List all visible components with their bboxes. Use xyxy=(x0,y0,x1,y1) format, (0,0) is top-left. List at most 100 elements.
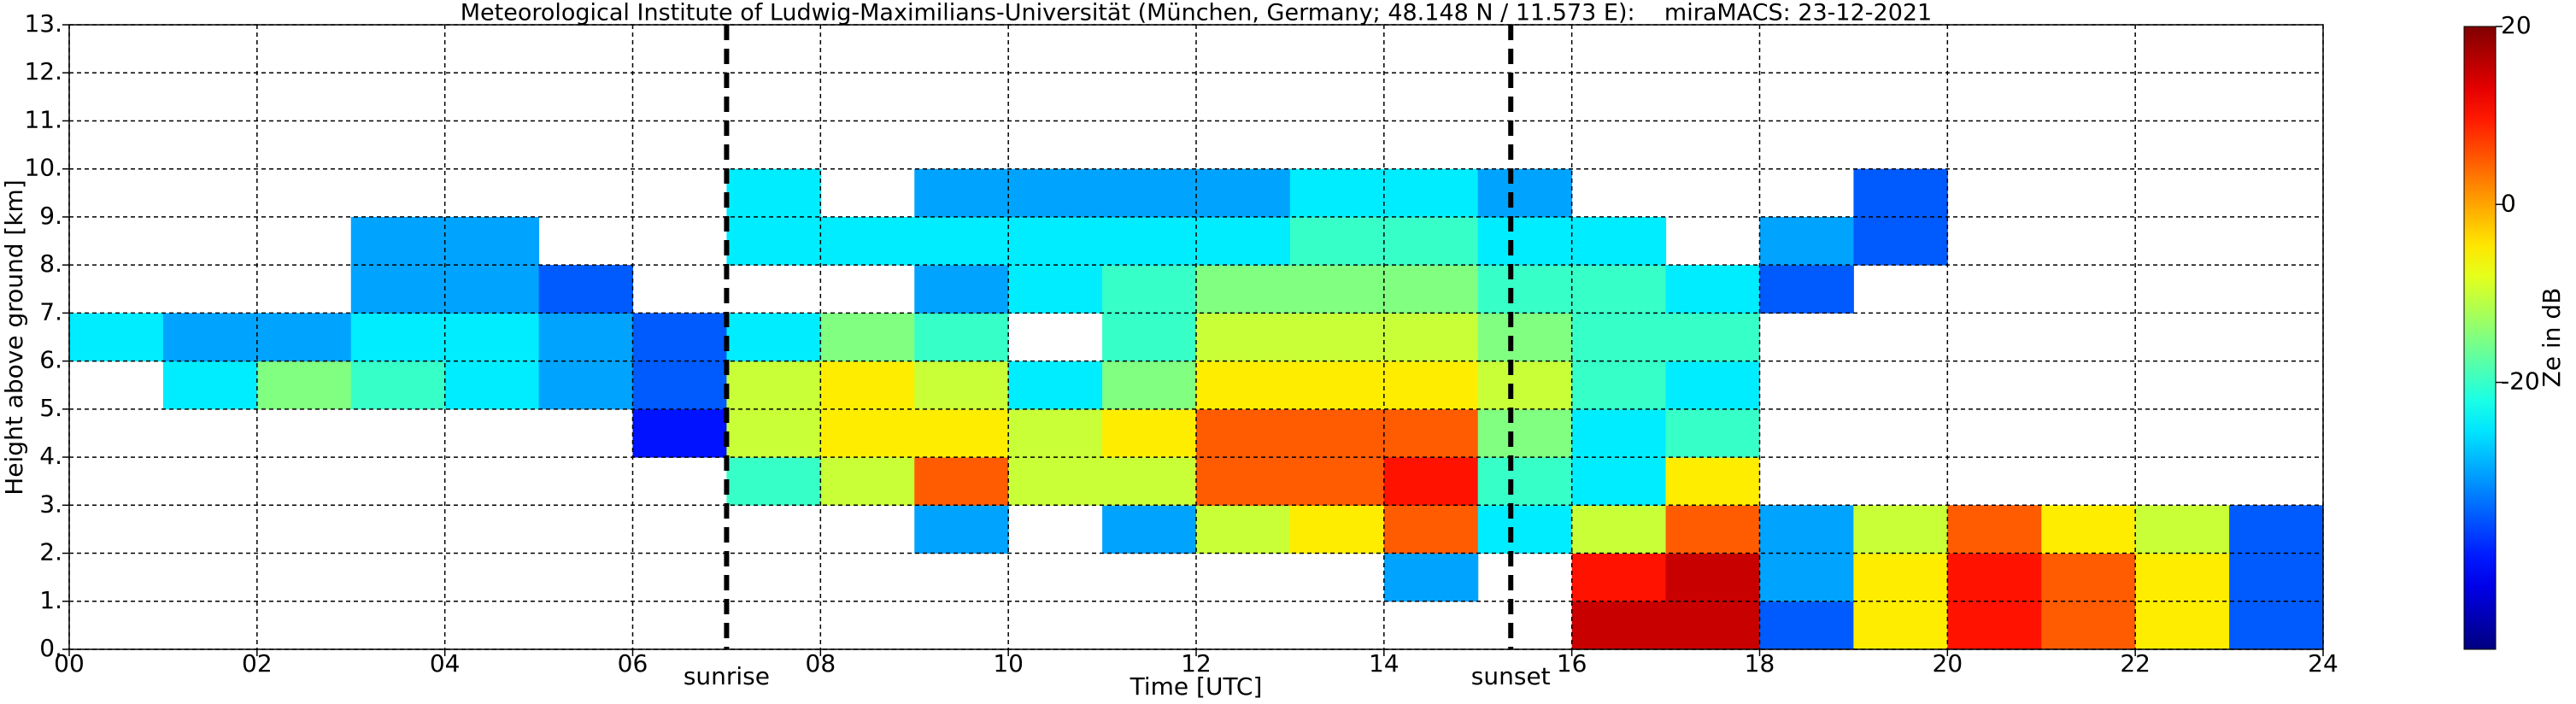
heatmap-cell xyxy=(2041,601,2136,650)
heatmap-cell xyxy=(1665,553,1760,602)
heatmap-cell xyxy=(1571,265,1667,314)
heatmap-cell xyxy=(1571,361,1667,410)
heatmap-cell xyxy=(444,361,540,410)
x-axis-label: Time [UTC] xyxy=(1130,672,1263,701)
heatmap-cell xyxy=(1477,265,1573,314)
heatmap-cell xyxy=(1289,313,1385,362)
colorbar-tick-label: 0 xyxy=(2501,189,2516,217)
heatmap-cell xyxy=(1102,505,1197,554)
heatmap-cell xyxy=(1853,601,1948,650)
heatmap-cell xyxy=(256,361,352,410)
heatmap-cell xyxy=(914,457,1009,506)
heatmap-cell xyxy=(1571,505,1667,554)
heatmap-cell xyxy=(1196,408,1291,458)
heatmap-cell xyxy=(1383,361,1479,410)
heatmap-cell xyxy=(1665,505,1760,554)
heatmap-cell xyxy=(1477,168,1573,218)
heatmap-cell xyxy=(1571,216,1667,266)
y-tick-label: 3. xyxy=(39,490,62,518)
heatmap-cell xyxy=(444,265,540,314)
heatmap-cell xyxy=(820,408,915,458)
x-tick-label: 18 xyxy=(1745,649,1775,678)
x-tick-label: 22 xyxy=(2120,649,2151,678)
heatmap-cell xyxy=(2229,553,2324,602)
colorbar-tick-label: 20 xyxy=(2501,11,2532,39)
plot-frame xyxy=(68,24,2324,650)
heatmap-cell xyxy=(726,313,821,362)
heatmap-cell xyxy=(1571,457,1667,506)
heatmap-cell xyxy=(162,361,258,410)
x-tick-label: 10 xyxy=(993,649,1024,678)
heatmap-cell xyxy=(1477,408,1573,458)
heatmap-cell xyxy=(1947,553,2042,602)
heatmap-cell xyxy=(1196,168,1291,218)
heatmap-cell xyxy=(1289,168,1385,218)
y-tick-label: 0. xyxy=(39,634,62,662)
heatmap-cell xyxy=(914,313,1009,362)
heatmap-cell xyxy=(1571,313,1667,362)
heatmap-cell xyxy=(726,168,821,218)
y-tick-label: 8. xyxy=(39,249,62,278)
y-tick-label: 11. xyxy=(24,105,62,133)
heatmap-cell xyxy=(1383,168,1479,218)
heatmap-cell xyxy=(1477,505,1573,554)
heatmap-cell xyxy=(1665,361,1760,410)
colorbar-tick-label: -20 xyxy=(2501,367,2540,396)
x-tick-label: 00 xyxy=(54,649,85,678)
heatmap-cell xyxy=(1102,361,1197,410)
heatmap-cell xyxy=(444,313,540,362)
heatmap-cell xyxy=(1383,505,1479,554)
heatmap-cell xyxy=(1665,457,1760,506)
heatmap-cell xyxy=(914,265,1009,314)
heatmap-cell xyxy=(820,216,915,266)
heatmap-cell xyxy=(1383,265,1479,314)
heatmap-cell xyxy=(1571,553,1667,602)
y-tick-label: 5. xyxy=(39,394,62,422)
heatmap-cell xyxy=(1853,216,1948,266)
heatmap-cell xyxy=(538,361,633,410)
heatmap-cell xyxy=(632,361,727,410)
heatmap-cell xyxy=(820,361,915,410)
heatmap-cell xyxy=(1853,553,1948,602)
heatmap-cell xyxy=(1102,168,1197,218)
heatmap-cell xyxy=(1196,216,1291,266)
heatmap-cell xyxy=(914,408,1009,458)
heatmap-cell xyxy=(2229,505,2324,554)
heatmap-cell xyxy=(1665,265,1760,314)
y-tick-label: 7. xyxy=(39,297,62,326)
heatmap-cell xyxy=(1665,408,1760,458)
heatmap-cell xyxy=(1289,457,1385,506)
heatmap-cell xyxy=(1383,408,1479,458)
heatmap-cell xyxy=(444,216,540,266)
heatmap-cell xyxy=(1665,601,1760,650)
heatmap-cell xyxy=(1289,265,1385,314)
x-tick-label: 02 xyxy=(242,649,273,678)
heatmap-cell xyxy=(1102,265,1197,314)
heatmap-cell xyxy=(1759,505,1854,554)
y-tick-label: 6. xyxy=(39,346,62,374)
x-tick-label: 04 xyxy=(430,649,461,678)
x-tick-label: 20 xyxy=(1933,649,1963,678)
heatmap-cell xyxy=(1383,457,1479,506)
y-tick-label: 2. xyxy=(39,538,62,566)
heatmap-cell xyxy=(820,457,915,506)
y-axis-label: Height above ground [km] xyxy=(0,179,28,496)
heatmap-cell xyxy=(2229,601,2324,650)
heatmap-cell xyxy=(1102,216,1197,266)
heatmap-cell xyxy=(1289,361,1385,410)
heatmap-cell xyxy=(350,216,446,266)
heatmap-cell xyxy=(1759,601,1854,650)
heatmap-cell xyxy=(1383,216,1479,266)
x-tick-label: 06 xyxy=(618,649,648,678)
heatmap-cell xyxy=(1571,601,1667,650)
heatmap-cell xyxy=(914,361,1009,410)
heatmap-cell xyxy=(1383,313,1479,362)
heatmap-cell xyxy=(1102,313,1197,362)
x-tick-label: 08 xyxy=(806,649,836,678)
heatmap-cell xyxy=(1102,408,1197,458)
heatmap-cell xyxy=(350,265,446,314)
heatmap-cell xyxy=(632,408,727,458)
heatmap-cell xyxy=(726,361,821,410)
y-tick-label: 10. xyxy=(24,154,62,182)
